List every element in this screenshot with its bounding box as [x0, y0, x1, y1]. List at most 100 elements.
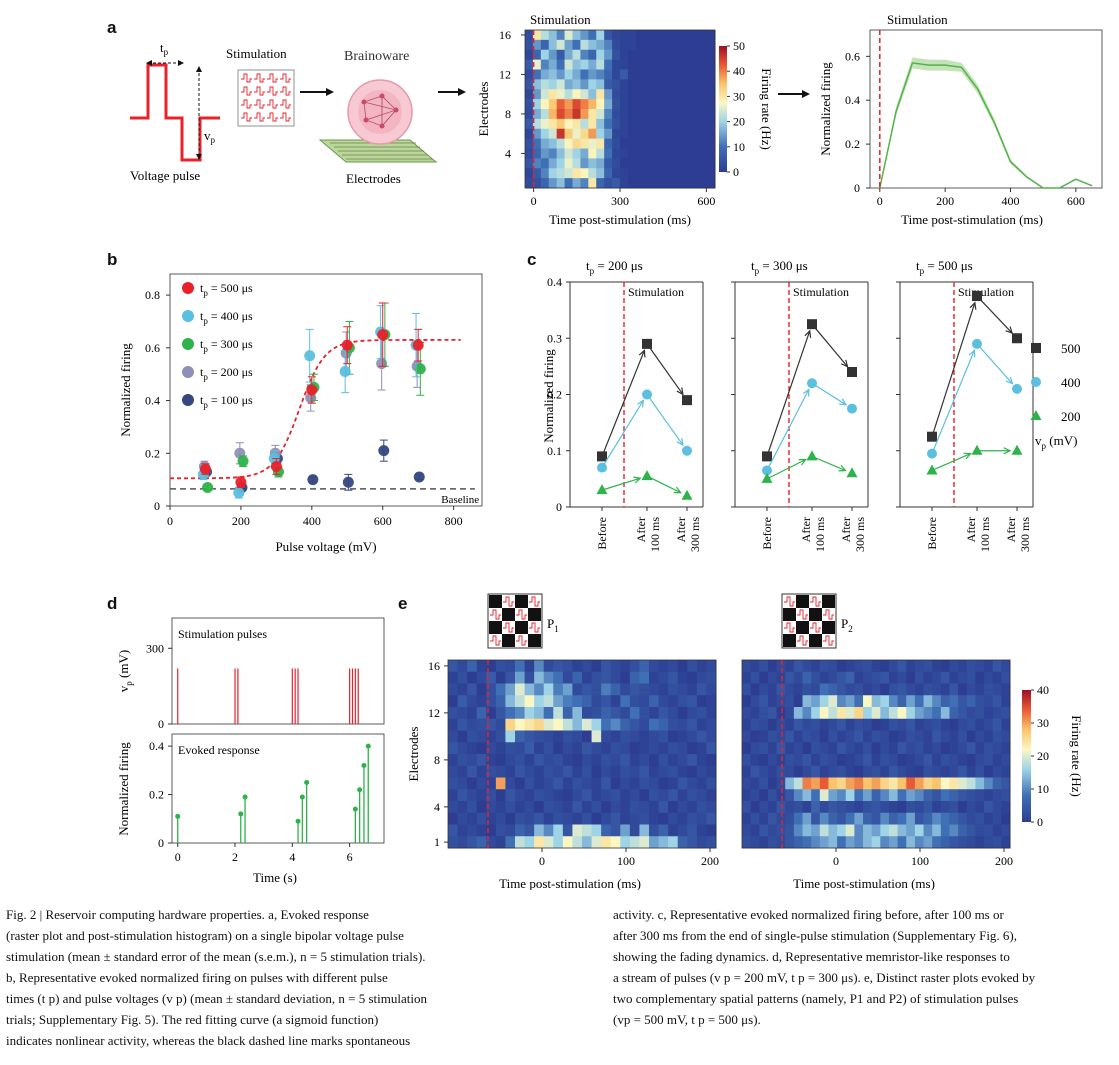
legend-label: tp = 100 μs: [200, 393, 253, 410]
heatmap-cell: [524, 683, 535, 696]
heatmap-cell: [932, 730, 942, 743]
mini-pulse-icon: [254, 112, 265, 122]
data-point: [307, 474, 319, 486]
heatmap-cell: [588, 109, 597, 120]
heatmap-cell: [871, 754, 881, 767]
heatmap-cell: [750, 765, 760, 778]
heatmap-cell: [658, 836, 669, 849]
heatmap-cell: [828, 824, 838, 837]
y-tick-label: 0.3: [547, 331, 562, 345]
heatmap-cell: [651, 148, 661, 159]
heatmap-cell: [495, 789, 506, 802]
heatmap-cell: [984, 742, 994, 755]
heatmap-cell: [871, 812, 881, 825]
heatmap-cell: [620, 671, 631, 684]
heatmap-cell: [706, 801, 717, 814]
heatmap-cell: [897, 824, 907, 837]
data-point: [376, 358, 388, 370]
heatmap-cell: [785, 660, 795, 673]
heatmap-cell: [658, 718, 669, 731]
heatmap-cell: [532, 69, 542, 80]
heatmap-cell: [524, 718, 535, 731]
heatmap-cell: [1001, 660, 1011, 673]
heatmap-cell: [914, 836, 925, 849]
heatmap-cell: [620, 128, 629, 140]
heatmap-cell: [949, 660, 959, 673]
heatmap-cell: [540, 158, 550, 169]
heatmap-cell: [975, 777, 985, 790]
heatmap-cell: [863, 671, 873, 684]
heatmap-cell: [495, 812, 506, 825]
heatmap-cell: [525, 89, 534, 100]
square-marker: [642, 338, 652, 349]
heatmap-cell: [785, 765, 795, 778]
heatmap-cell: [659, 118, 668, 130]
data-point: [414, 363, 426, 375]
heatmap-cell: [658, 695, 669, 708]
heatmap-cell: [604, 30, 613, 41]
heatmap-cell: [495, 660, 506, 673]
heatmap-cell: [949, 824, 959, 837]
heatmap-cell: [880, 683, 890, 696]
heatmap-cell: [984, 718, 994, 731]
heatmap-cell: [556, 79, 566, 90]
heatmap-cell: [476, 730, 487, 743]
heatmap-cell: [742, 730, 752, 743]
heatmap-cell: [914, 742, 925, 755]
heatmap-cell: [505, 789, 516, 802]
mini-pulse-icon: [254, 99, 265, 109]
heatmap-cell: [612, 30, 621, 41]
heatmap-cell: [588, 128, 597, 140]
heatmap-cell: [668, 812, 679, 825]
heatmap-cell: [562, 765, 573, 778]
heatmap-cell: [572, 718, 583, 731]
heatmap-cell: [651, 109, 661, 120]
panel-label-a: a: [107, 18, 117, 37]
stimulation-label: Stimulation: [628, 285, 684, 299]
heatmap-cell: [802, 695, 812, 708]
heatmap-cell: [620, 109, 629, 120]
data-point: [199, 463, 211, 475]
heatmap-cell: [923, 777, 933, 790]
heatmap-cell: [914, 671, 925, 684]
heatmap-cell: [940, 824, 950, 837]
heatmap-cell: [906, 707, 916, 720]
data-point: [377, 329, 389, 341]
heatmap-cell: [683, 138, 692, 149]
heatmap-cell: [802, 824, 812, 837]
heatmap-cell: [793, 730, 804, 743]
heatmap-cell: [785, 789, 795, 802]
heatmap-cell: [845, 777, 855, 790]
heatmap-cell: [897, 789, 907, 802]
heatmap-cell: [923, 742, 933, 755]
heatmap-cell: [966, 660, 976, 673]
heatmap-cell: [649, 754, 660, 767]
heatmap-cell: [1001, 754, 1011, 767]
heatmap-cell: [649, 789, 660, 802]
heatmap-cell: [515, 730, 526, 743]
heatmap-cell: [668, 660, 679, 673]
heatmap-cell: [629, 742, 640, 755]
stimulation-label: Stimulation: [226, 46, 287, 61]
heatmap-cell: [696, 683, 707, 696]
heatmap-cell: [706, 812, 717, 825]
heatmap-cell: [1001, 812, 1011, 825]
heatmap-cell: [505, 742, 516, 755]
heatmap-cell: [620, 30, 629, 41]
heatmap-cell: [467, 707, 478, 720]
heatmap-cell: [683, 178, 692, 189]
d-top-label: Stimulation pulses: [178, 627, 267, 641]
square-marker: [847, 367, 857, 377]
heatmap-cell: [871, 718, 881, 731]
heatmap-cell: [658, 742, 669, 755]
heatmap-cell: [572, 777, 583, 790]
heatmap-cell: [604, 109, 613, 120]
data-point: [237, 455, 249, 467]
heatmap-cell: [627, 99, 637, 110]
heatmap-cell: [759, 718, 769, 731]
pattern-pulse-icon: [797, 635, 808, 646]
heatmap-cell: [940, 671, 950, 684]
heatmap-cell: [958, 777, 968, 790]
circle-marker: [1012, 383, 1022, 394]
